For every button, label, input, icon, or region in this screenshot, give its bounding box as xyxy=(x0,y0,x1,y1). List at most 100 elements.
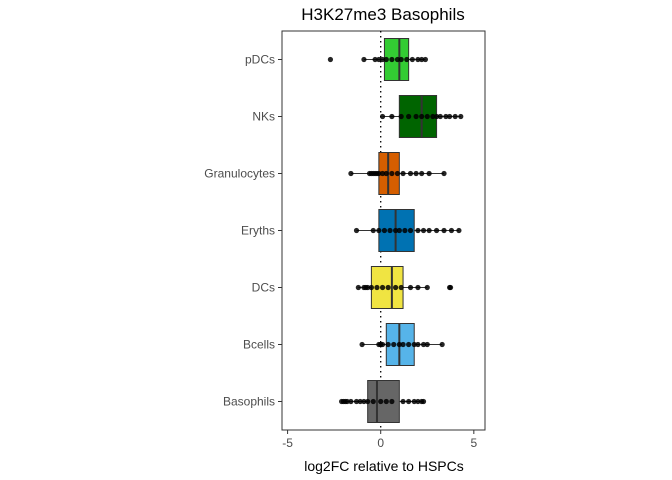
data-point xyxy=(396,227,402,234)
data-point xyxy=(437,113,443,120)
data-point xyxy=(389,170,395,177)
data-point xyxy=(379,170,386,177)
data-point xyxy=(407,227,414,234)
data-point xyxy=(389,113,395,120)
data-point xyxy=(448,227,455,234)
data-point xyxy=(443,113,449,120)
data-point xyxy=(400,341,406,348)
data-point xyxy=(327,56,334,63)
data-point xyxy=(379,56,386,63)
x-tick-label: 0 xyxy=(377,436,384,450)
data-point xyxy=(439,341,445,348)
data-point xyxy=(376,227,382,234)
data-point xyxy=(452,113,458,120)
data-point xyxy=(430,113,436,120)
data-point xyxy=(355,284,361,291)
data-point xyxy=(394,56,401,63)
data-point xyxy=(407,170,414,177)
data-point xyxy=(379,284,386,291)
data-point xyxy=(365,398,371,405)
data-point xyxy=(353,398,360,405)
y-tick-label: NKs xyxy=(252,110,275,124)
data-point xyxy=(372,56,378,63)
data-point xyxy=(413,113,419,120)
data-point xyxy=(398,284,404,291)
data-point xyxy=(411,398,417,405)
data-point xyxy=(422,56,429,63)
data-point xyxy=(394,170,401,177)
data-point xyxy=(424,341,430,348)
data-point xyxy=(419,56,425,63)
data-point xyxy=(441,170,447,177)
data-point xyxy=(383,398,389,405)
data-point xyxy=(447,113,453,120)
data-point xyxy=(370,227,376,234)
data-point xyxy=(415,227,421,234)
data-point xyxy=(415,56,421,63)
data-point xyxy=(381,227,388,234)
data-point xyxy=(353,227,360,234)
data-point xyxy=(400,398,406,405)
data-point xyxy=(420,341,427,348)
chart-title: H3K27me3 Basophils xyxy=(301,5,464,24)
data-point xyxy=(376,170,382,177)
y-tick-label: DCs xyxy=(252,281,275,295)
data-point xyxy=(398,56,404,63)
y-tick-label: Granulocytes xyxy=(204,167,275,181)
data-point xyxy=(385,341,391,348)
data-point xyxy=(426,170,432,177)
data-point xyxy=(406,113,412,120)
data-point xyxy=(348,398,354,405)
data-point xyxy=(419,113,425,120)
data-point xyxy=(420,398,427,405)
y-tick-label: Eryths xyxy=(241,224,275,238)
data-point xyxy=(420,227,427,234)
data-point xyxy=(389,398,395,405)
data-point xyxy=(456,227,462,234)
data-point xyxy=(415,284,421,291)
data-point xyxy=(389,56,395,63)
data-point xyxy=(385,284,391,291)
data-point xyxy=(447,284,454,291)
data-point xyxy=(458,113,464,120)
data-point xyxy=(415,341,421,348)
data-point xyxy=(359,341,365,348)
data-point xyxy=(404,56,410,63)
data-point xyxy=(391,341,397,348)
data-point xyxy=(379,113,386,120)
data-point xyxy=(413,170,419,177)
points-layer xyxy=(327,56,464,405)
data-point xyxy=(406,341,412,348)
y-tick-label: Bcells xyxy=(243,338,275,352)
data-point xyxy=(396,341,402,348)
y-tick-label: pDCs xyxy=(245,53,275,67)
data-point xyxy=(426,227,432,234)
data-point xyxy=(365,284,371,291)
data-point xyxy=(370,398,376,405)
data-point xyxy=(407,284,414,291)
data-point xyxy=(415,398,421,405)
data-point xyxy=(348,170,354,177)
data-point xyxy=(357,398,363,405)
data-point xyxy=(378,398,384,405)
data-point xyxy=(424,113,430,120)
x-tick-label: 5 xyxy=(470,436,477,450)
data-point xyxy=(344,398,350,405)
data-point xyxy=(383,170,389,177)
x-tick-label: -5 xyxy=(282,436,293,450)
data-point xyxy=(400,170,406,177)
data-point xyxy=(393,227,399,234)
data-point xyxy=(441,227,447,234)
data-point xyxy=(361,56,367,63)
data-point xyxy=(387,227,393,234)
data-point xyxy=(424,284,430,291)
data-point xyxy=(411,341,417,348)
data-point xyxy=(383,56,389,63)
data-point xyxy=(402,227,408,234)
y-axis: Basophils Bcells DCs Eryths Granulocytes NKs p… xyxy=(204,53,282,409)
data-point xyxy=(374,284,380,291)
data-point xyxy=(433,113,440,120)
data-point xyxy=(433,227,440,234)
data-point xyxy=(393,284,399,291)
